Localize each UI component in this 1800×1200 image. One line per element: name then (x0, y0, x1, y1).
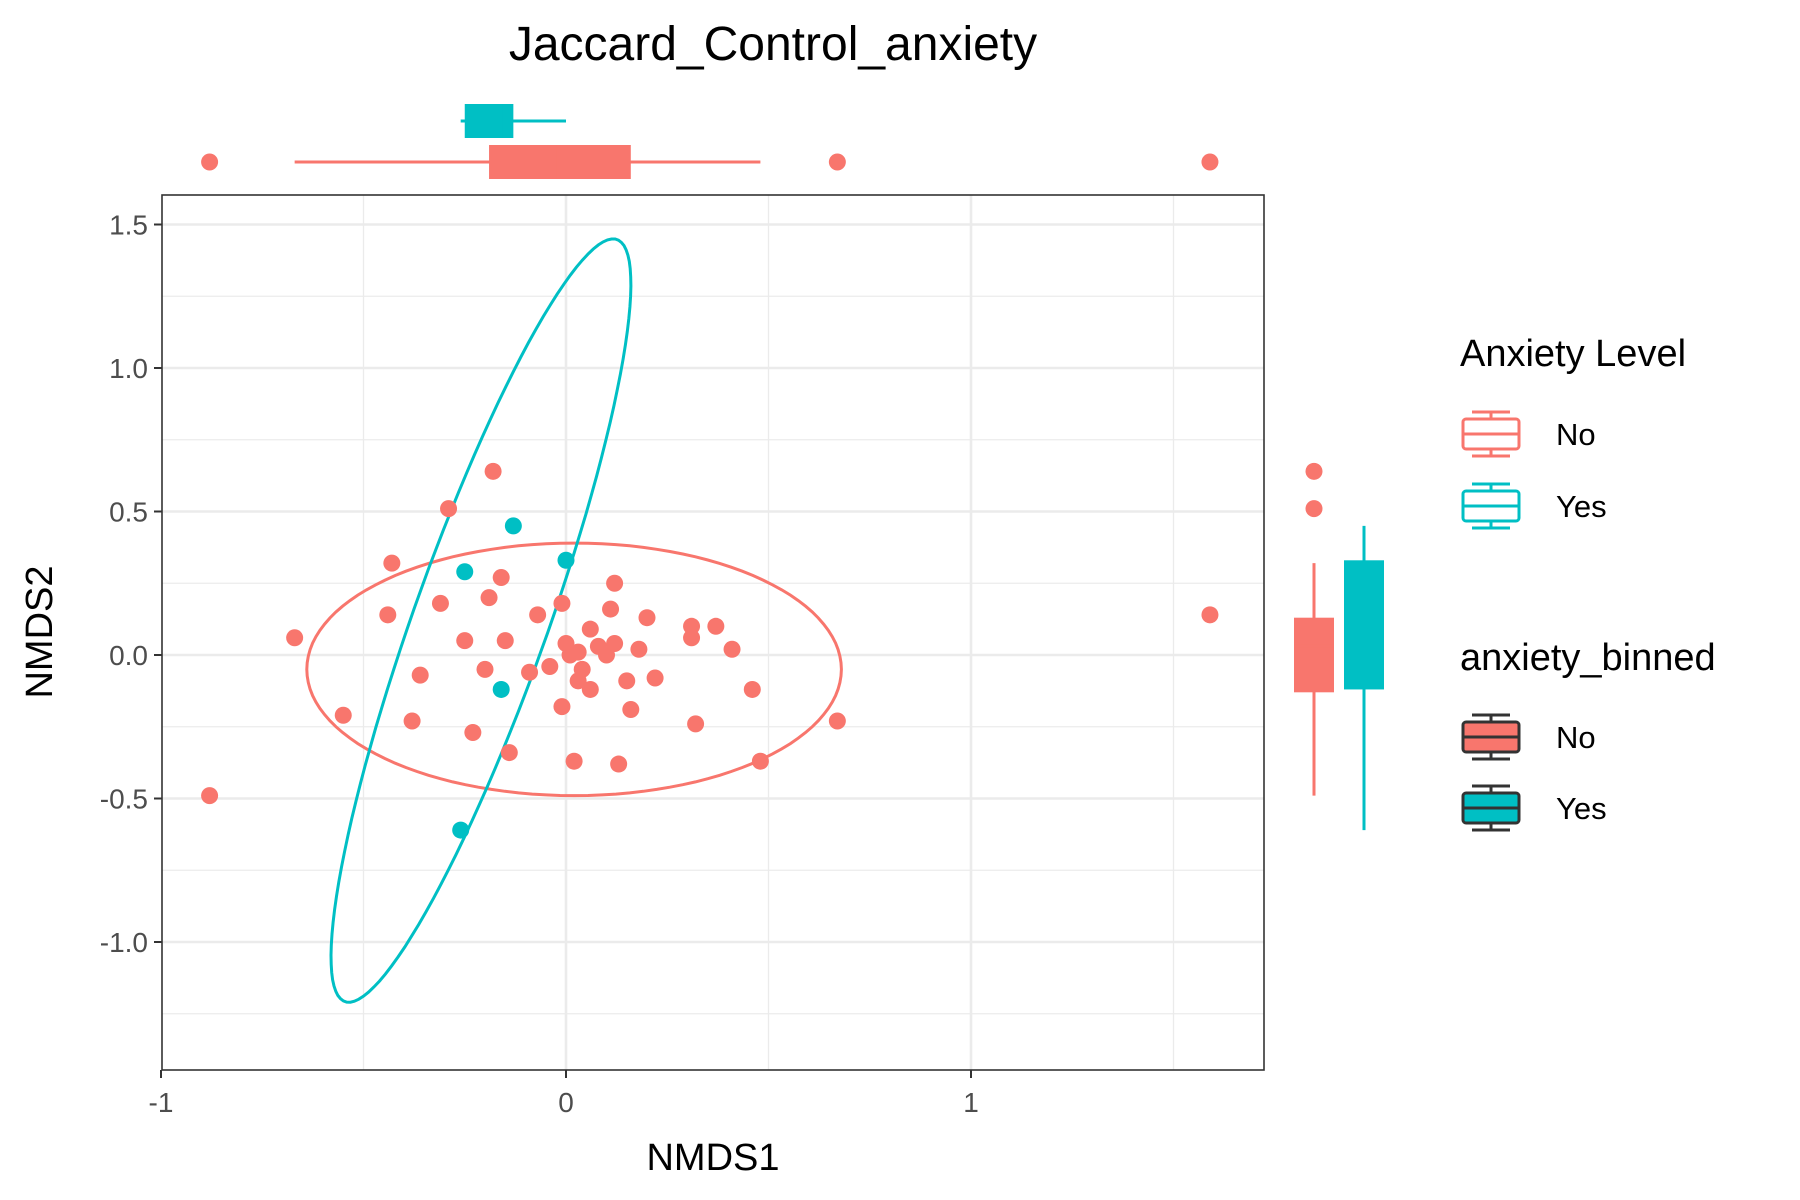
point-no (286, 629, 304, 647)
chart-title: Jaccard_Control_anxiety (509, 18, 1037, 71)
y-tick-label: 0.0 (109, 640, 148, 671)
point-yes (456, 563, 474, 581)
y-box-yes (1344, 560, 1384, 690)
y-box-no (1294, 617, 1334, 693)
plot-panel-border (161, 194, 1265, 1071)
point-no (565, 752, 583, 770)
scatter-points (201, 462, 1219, 839)
y-axis-title: NMDS2 (19, 565, 61, 698)
point-no (687, 715, 705, 733)
legend-key-icon (1461, 784, 1521, 832)
x-box-outlier-no (201, 153, 219, 171)
x-marginal-boxplots (201, 104, 1219, 179)
point-no (553, 594, 571, 612)
point-no (723, 640, 741, 658)
point-no (521, 663, 539, 681)
point-no (553, 698, 571, 716)
point-no (610, 755, 628, 773)
point-no (476, 660, 494, 678)
y-tick-label: -0.5 (100, 784, 148, 815)
point-no (403, 712, 421, 730)
legend-label: Yes (1556, 791, 1607, 826)
legend-key-icon (1461, 482, 1521, 530)
y-tick-label: 0.5 (109, 497, 148, 528)
x-tick-label: 1 (963, 1087, 979, 1118)
point-no (383, 554, 401, 572)
point-no (1201, 606, 1219, 624)
point-no (707, 617, 725, 635)
point-yes (452, 821, 470, 839)
point-no (743, 680, 761, 698)
legends: Anxiety Level No Yes anxiety_binned No Yes (1460, 333, 1716, 832)
y-marginal-boxplots (1294, 462, 1384, 831)
point-yes (492, 680, 510, 698)
point-no (828, 712, 846, 730)
x-box-outlier-no (828, 153, 846, 171)
point-no (602, 600, 620, 618)
point-no (480, 589, 498, 607)
point-no (622, 701, 640, 719)
point-yes (504, 517, 522, 535)
legend-title: anxiety_binned (1460, 637, 1716, 679)
legend-title: Anxiety Level (1460, 333, 1686, 375)
point-no (379, 606, 397, 624)
legend-label: No (1556, 720, 1596, 755)
point-no (581, 620, 599, 638)
ellipse-yes (329, 237, 633, 1004)
point-no (606, 574, 624, 592)
legend-label: No (1556, 417, 1596, 452)
y-tick-label: 1.0 (109, 353, 148, 384)
x-box-yes (464, 104, 514, 138)
y-tick-label: 1.5 (109, 210, 148, 241)
legend-key-icon (1461, 410, 1521, 458)
point-no (569, 643, 587, 661)
point-no (484, 462, 502, 480)
point-no (334, 706, 352, 724)
point-no (529, 606, 547, 624)
point-no (431, 594, 449, 612)
point-no (573, 660, 591, 678)
point-no (201, 787, 219, 805)
point-no (638, 609, 656, 627)
x-box-no (489, 145, 631, 179)
y-axis-ticks: 1.5 1.0 0.5 0.0 -0.5 -1.0 (100, 210, 162, 958)
point-no (683, 617, 701, 635)
point-no (541, 657, 559, 675)
point-no (500, 744, 518, 762)
point-no (492, 569, 510, 587)
y-box-outlier-no (1305, 462, 1323, 480)
x-box-outlier-no (1201, 153, 1219, 171)
point-no (606, 635, 624, 653)
point-yes (557, 551, 575, 569)
point-no (618, 672, 636, 690)
point-no (411, 666, 429, 684)
legend-label: Yes (1556, 489, 1607, 524)
point-no (581, 680, 599, 698)
point-no (646, 669, 664, 687)
x-tick-label: 0 (558, 1087, 574, 1118)
x-axis-ticks: -1 0 1 (149, 1070, 979, 1118)
legend-key-icon (1461, 713, 1521, 761)
x-tick-label: -1 (149, 1087, 174, 1118)
point-no (751, 752, 769, 770)
point-no (496, 632, 514, 650)
point-no (464, 723, 482, 741)
point-no (630, 640, 648, 658)
point-no (456, 632, 474, 650)
plot-gridlines (162, 195, 1264, 1070)
point-no (440, 500, 458, 518)
y-box-outlier-no (1305, 500, 1323, 518)
ellipse-no (305, 541, 843, 798)
confidence-ellipses (305, 237, 843, 1004)
y-tick-label: -1.0 (100, 927, 148, 958)
x-axis-title: NMDS1 (646, 1137, 779, 1179)
